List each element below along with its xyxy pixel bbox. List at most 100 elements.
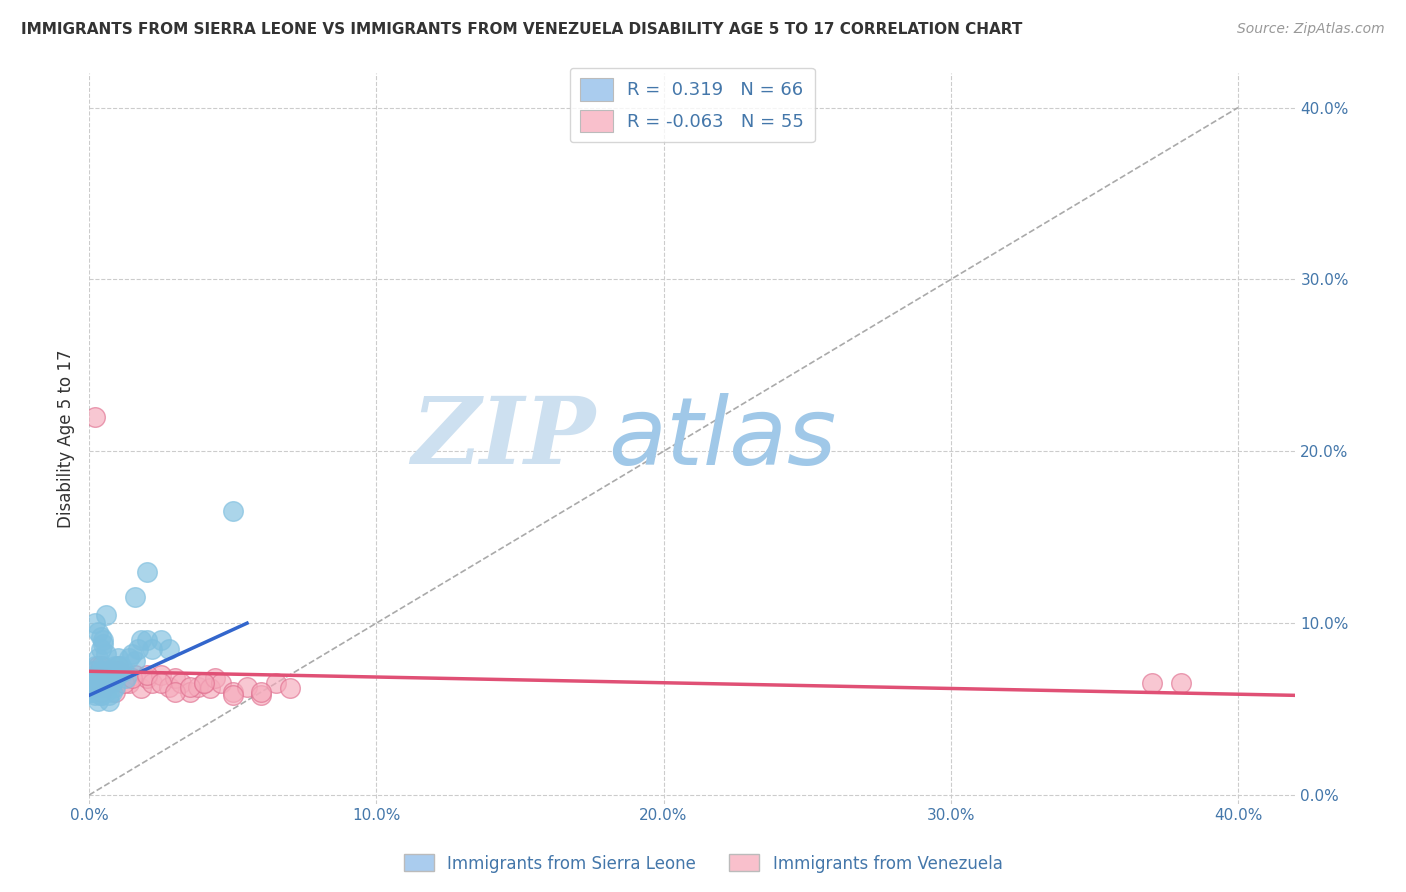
Point [107, 659, 129, 673]
Point [121, 671, 143, 685]
Point [101, 665, 124, 679]
Point [83, 616, 105, 631]
Point [83, 681, 105, 696]
Point [90, 689, 112, 703]
Point [135, 633, 157, 648]
Point [93, 633, 115, 648]
Point [165, 685, 187, 699]
Point [93, 659, 115, 673]
Point [86, 667, 108, 681]
Point [107, 659, 129, 673]
Point [187, 680, 209, 694]
Point [90, 642, 112, 657]
Point [179, 685, 201, 699]
Point [93, 667, 115, 681]
Point [90, 630, 112, 644]
Point [193, 676, 215, 690]
Point [98, 667, 121, 681]
Point [98, 676, 121, 690]
Point [96, 647, 118, 661]
Point [80, 676, 103, 690]
Point [124, 591, 146, 605]
Text: Source: ZipAtlas.com: Source: ZipAtlas.com [1237, 22, 1385, 37]
Point [278, 681, 301, 696]
Point [221, 689, 243, 703]
Point [93, 667, 115, 681]
Point [135, 667, 157, 681]
Point [204, 671, 226, 685]
Point [86, 624, 108, 639]
Point [141, 642, 163, 657]
Point [149, 667, 172, 681]
Point [80, 665, 103, 679]
Point [170, 676, 193, 690]
Point [149, 676, 172, 690]
Point [83, 676, 105, 690]
Point [107, 650, 129, 665]
Point [83, 689, 105, 703]
Point [101, 671, 124, 685]
Point [86, 650, 108, 665]
Point [118, 676, 141, 690]
Point [121, 647, 143, 661]
Point [80, 681, 103, 696]
Point [98, 689, 121, 703]
Point [90, 676, 112, 690]
Point [96, 681, 118, 696]
Point [124, 654, 146, 668]
Point [112, 676, 135, 690]
Point [250, 685, 273, 699]
Point [83, 409, 105, 424]
Point [250, 689, 273, 703]
Point [96, 671, 118, 685]
Point [90, 680, 112, 694]
Point [93, 667, 115, 681]
Point [264, 676, 287, 690]
Point [124, 667, 146, 681]
Point [135, 671, 157, 685]
Point [83, 665, 105, 679]
Point [83, 659, 105, 673]
Point [110, 659, 132, 673]
Point [98, 676, 121, 690]
Point [93, 637, 115, 651]
Legend: Immigrants from Sierra Leone, Immigrants from Venezuela: Immigrants from Sierra Leone, Immigrants… [396, 847, 1010, 880]
Point [83, 665, 105, 679]
Point [90, 665, 112, 679]
Point [107, 667, 129, 681]
Point [221, 504, 243, 518]
Point [1140, 676, 1163, 690]
Point [165, 671, 187, 685]
Point [135, 565, 157, 579]
Point [104, 685, 127, 699]
Y-axis label: Disability Age 5 to 17: Disability Age 5 to 17 [58, 349, 75, 528]
Point [221, 685, 243, 699]
Text: ZIP: ZIP [412, 393, 596, 483]
Point [193, 676, 215, 690]
Point [118, 650, 141, 665]
Point [86, 693, 108, 707]
Point [198, 681, 221, 696]
Point [83, 676, 105, 690]
Point [86, 659, 108, 673]
Point [80, 685, 103, 699]
Point [104, 671, 127, 685]
Point [86, 681, 108, 696]
Point [86, 671, 108, 685]
Point [96, 676, 118, 690]
Point [112, 671, 135, 685]
Point [83, 667, 105, 681]
Point [141, 676, 163, 690]
Point [159, 680, 181, 694]
Point [112, 665, 135, 679]
Point [86, 676, 108, 690]
Point [93, 676, 115, 690]
Point [90, 689, 112, 703]
Point [96, 676, 118, 690]
Point [129, 633, 152, 648]
Point [96, 665, 118, 679]
Point [101, 685, 124, 699]
Point [104, 680, 127, 694]
Point [1170, 676, 1192, 690]
Point [96, 607, 118, 622]
